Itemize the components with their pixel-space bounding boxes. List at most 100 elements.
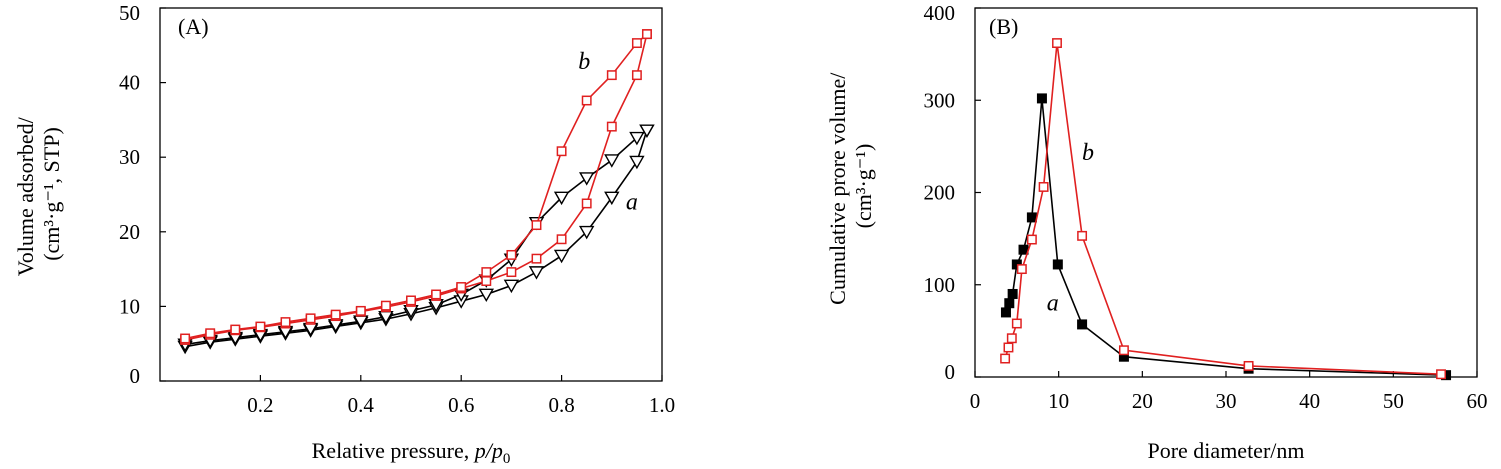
panel-a-series-a-adsorption-point xyxy=(604,191,620,206)
panel-b-y-tick-label: 200 xyxy=(924,181,956,205)
panel-b-x-tick-label: 20 xyxy=(1132,389,1153,413)
panel-a-series-b-adsorption-point xyxy=(531,253,542,264)
panel-a-y-axis-title: Volume adsorbed/ (cm³·g⁻¹, STP) xyxy=(13,112,64,277)
panel-b-x-tick-label: 0 xyxy=(970,389,981,413)
panel-a-series-b-desorption-point xyxy=(255,321,266,332)
panel-a-x-tick-label: 0.4 xyxy=(348,393,375,417)
panel-a-series-a-desorption-point xyxy=(639,124,655,138)
panel-a-y-tick-label: 10 xyxy=(119,294,140,318)
panel-b-y-axis-title: Cumulative prore volume/ (cm³·g⁻¹) xyxy=(825,67,876,305)
panel-b-series-b-curve-point xyxy=(1077,230,1088,241)
panel-a-series-a-adsorption-point xyxy=(553,249,570,264)
panel-b-x-tick-label: 10 xyxy=(1048,389,1069,413)
panel-a-series-b-desorption-point xyxy=(205,328,216,339)
panel-b-ticks: 0 10 20 30 40 50 60 0 100 200 300 400 xyxy=(924,1,1488,413)
panel-b-series-b-label: b xyxy=(1082,140,1094,166)
panel-b-series-a-curve-point xyxy=(1007,288,1018,299)
panel-a-ticks: 0.2 0.4 0.6 0.8 1.0 0 10 20 30 40 50 xyxy=(119,1,675,417)
panel-b-series-a-curve-line xyxy=(1005,98,1447,376)
panel-a-series-b-desorption-point xyxy=(305,313,316,324)
panel-b-series-b-curve-point xyxy=(1052,38,1062,49)
panel-a-series-b-adsorption-point xyxy=(631,70,642,81)
panel-a-series-a-adsorption-point xyxy=(528,266,545,280)
panel-a-series-a-desorption-point xyxy=(578,172,595,186)
panel-a-label: (A) xyxy=(178,14,209,39)
panel-a-x-tick-label: 0.6 xyxy=(448,393,474,417)
panel-b-series-b-curve-point xyxy=(1436,369,1446,380)
panel-b-series: ab xyxy=(1000,38,1452,381)
panel-b-series-a-curve-point xyxy=(1004,298,1015,309)
panel-a-series-b-desorption-point xyxy=(481,267,492,278)
panel-a-series-b-desorption-point xyxy=(431,289,442,300)
panel-a-series-b-desorption-point xyxy=(506,249,517,260)
panel-b-series-b-curve-point xyxy=(1006,333,1017,344)
panel-b-series-b-curve-line xyxy=(1004,42,1442,375)
panel-a-y-tick-label: 0 xyxy=(130,364,141,388)
panel-b-series-a-curve-point xyxy=(1077,319,1088,330)
panel-a-series-b-desorption-point xyxy=(531,220,542,231)
panel-b-series-b-curve-point xyxy=(1038,182,1049,192)
panel-b-x-tick-label: 40 xyxy=(1299,389,1320,413)
panel-a-series-a-desorption-point xyxy=(629,131,645,146)
panel-b-series-a-curve-point xyxy=(1052,259,1063,270)
panel-a-y-tick-label: 50 xyxy=(119,1,140,25)
panel-a-series-a-adsorption-point xyxy=(503,279,520,294)
panel-a-series-b-desorption-line xyxy=(184,33,648,340)
panel-a-series-b-desorption-point xyxy=(180,333,191,344)
panel-b-y-tick-label: 400 xyxy=(924,1,956,25)
panel-b-series-a-curve-point xyxy=(1000,307,1011,318)
panel-a-series-b-desorption-point xyxy=(606,70,617,81)
panel-a-series-b-desorption-point xyxy=(380,300,391,311)
panel-b-series-b-curve-point xyxy=(1118,345,1129,356)
panel-a-x-axis-title: Relative pressure, p/p0 xyxy=(312,438,511,467)
panel-a-series-a-adsorption-line xyxy=(184,130,648,348)
panel-b-x-tick-label: 60 xyxy=(1467,389,1488,413)
panel-b-x-tick-label: 30 xyxy=(1216,389,1237,413)
panel-b-series-b-curve-point xyxy=(1000,353,1011,364)
panel-b-x-axis-title: Pore diameter/nm xyxy=(1147,438,1304,463)
panel-a-series-b-adsorption-point xyxy=(581,198,592,209)
panel-b-series-a-curve-point xyxy=(1026,212,1037,223)
panel-b-y-tick-label: 0 xyxy=(945,360,956,384)
panel-a-series-b-desorption-point xyxy=(355,305,366,316)
panel-a-series-a-desorption-point xyxy=(553,191,570,206)
panel-a-series-b-adsorption-line xyxy=(184,33,648,341)
panel-b-y-tick-label: 300 xyxy=(924,88,956,112)
panel-b-series-b-curve-point xyxy=(1011,318,1022,329)
panel-a-series-b-desorption-point xyxy=(641,29,652,40)
panel-a-series-a-label: a xyxy=(626,189,638,215)
panel-a-x-tick-label: 1.0 xyxy=(649,393,675,417)
panel-b-series-b-curve-point xyxy=(1003,342,1014,353)
panel-b-x-tick-label: 50 xyxy=(1383,389,1404,413)
panel-a-y-tick-label: 30 xyxy=(119,145,140,169)
panel-a-series-b-desorption-point xyxy=(556,146,567,157)
panel-a-series-b-desorption-point xyxy=(581,95,592,106)
panel-a-series-a-adsorption-point xyxy=(478,288,495,303)
panel-b-y-tick-label: 100 xyxy=(924,273,956,297)
panel-a-series-b-adsorption-point xyxy=(606,121,617,132)
panel-a-series-b-desorption-point xyxy=(631,38,642,49)
panel-a-series-b-desorption-point xyxy=(280,317,291,328)
panel-a-x-tick-label: 0.2 xyxy=(247,393,273,417)
panel-a-series-a-desorption-point xyxy=(604,154,620,168)
panel-a-plot-frame xyxy=(159,7,663,382)
panel-a-series-a-adsorption-point xyxy=(629,155,645,170)
panel-a-series-b-adsorption-point xyxy=(481,276,492,286)
panel-b-series-b-curve-point xyxy=(1243,360,1254,371)
panel-a-series-b-desorption-point xyxy=(230,324,241,335)
panel-b-series-b-curve-point xyxy=(1026,234,1037,245)
panel-b-series-a-curve-point xyxy=(1036,93,1047,104)
panel-a-series-b-desorption-point xyxy=(456,282,467,292)
panel-a-series: ab xyxy=(177,29,655,355)
panel-a-series-b-adsorption-point xyxy=(556,234,567,245)
panel-a-series-b-adsorption-point xyxy=(506,267,517,278)
panel-b-series-b-curve-point xyxy=(1016,264,1027,275)
panel-a-y-tick-label: 40 xyxy=(119,71,140,95)
panel-a-series-b-desorption-point xyxy=(406,295,416,306)
panel-a-series-a-adsorption-point xyxy=(578,225,595,240)
panel-a-y-tick-label: 20 xyxy=(119,220,140,244)
panel-b-series-a-label: a xyxy=(1047,291,1059,317)
